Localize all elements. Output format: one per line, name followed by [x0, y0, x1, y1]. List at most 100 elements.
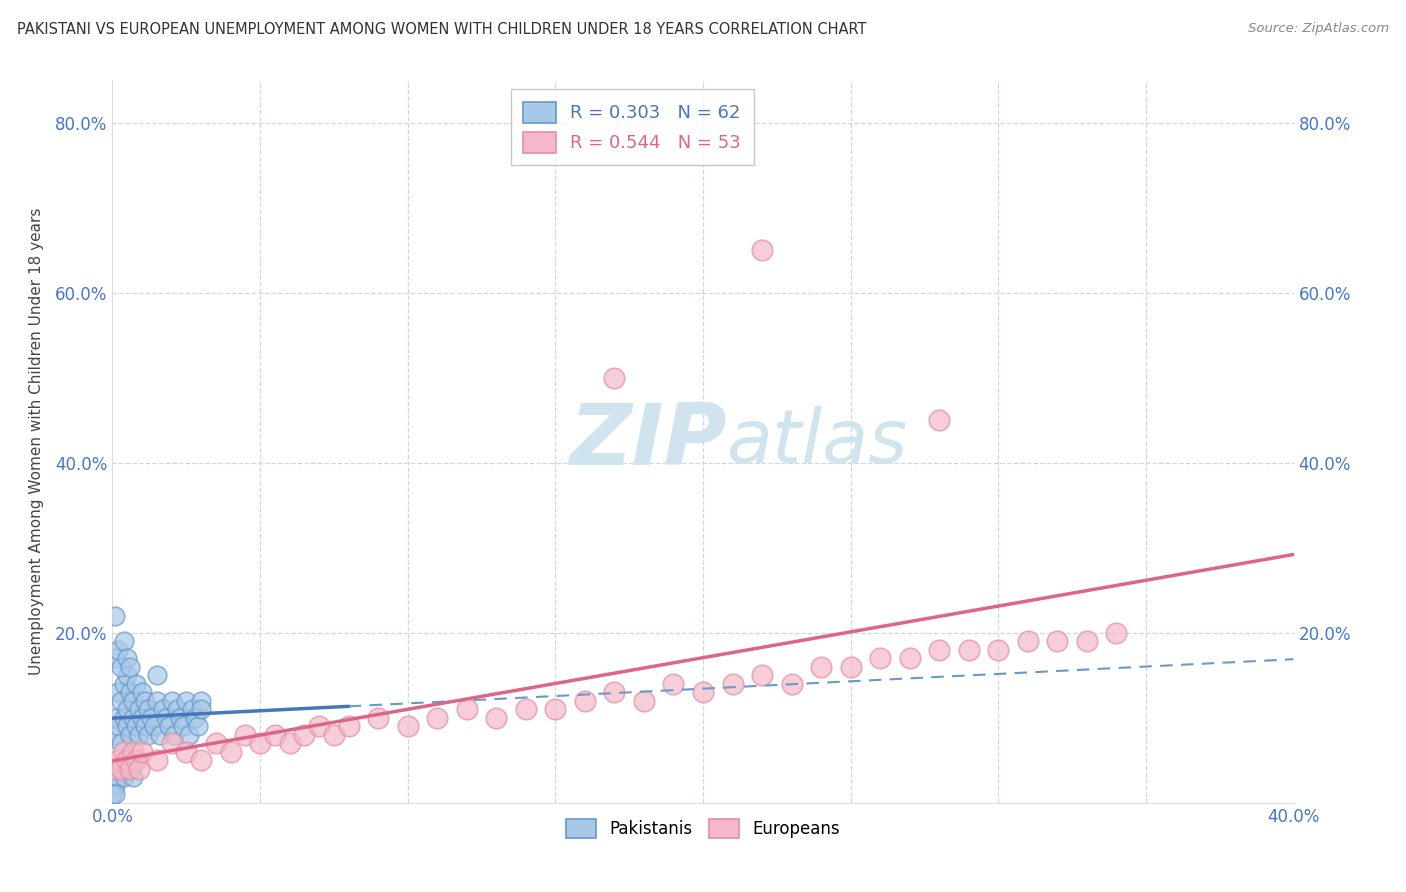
- Point: [155, 711, 177, 725]
- Point: [157, 719, 180, 733]
- Point: [169, 711, 191, 725]
- Point: [117, 753, 138, 767]
- Point: [117, 702, 138, 716]
- Point: [308, 719, 330, 733]
- Point: [174, 694, 197, 708]
- Point: [928, 642, 950, 657]
- Point: [1046, 634, 1069, 648]
- Point: [122, 770, 145, 784]
- Point: [810, 660, 832, 674]
- Point: [721, 677, 744, 691]
- Point: [160, 694, 183, 708]
- Point: [987, 642, 1010, 657]
- Point: [107, 685, 129, 699]
- Point: [172, 719, 194, 733]
- Point: [485, 711, 508, 725]
- Point: [125, 719, 148, 733]
- Point: [367, 711, 389, 725]
- Point: [134, 719, 156, 733]
- Point: [107, 719, 129, 733]
- Point: [110, 762, 132, 776]
- Point: [120, 762, 142, 776]
- Point: [120, 685, 142, 699]
- Point: [128, 728, 150, 742]
- Point: [184, 711, 207, 725]
- Point: [146, 694, 169, 708]
- Point: [131, 711, 153, 725]
- Point: [163, 728, 186, 742]
- Point: [122, 694, 145, 708]
- Point: [120, 728, 142, 742]
- Point: [692, 685, 714, 699]
- Text: Source: ZipAtlas.com: Source: ZipAtlas.com: [1249, 22, 1389, 36]
- Point: [110, 762, 132, 776]
- Point: [456, 702, 478, 716]
- Point: [136, 728, 159, 742]
- Point: [128, 762, 150, 776]
- Point: [112, 677, 135, 691]
- Point: [117, 651, 138, 665]
- Point: [146, 668, 169, 682]
- Point: [633, 694, 655, 708]
- Point: [278, 736, 301, 750]
- Point: [544, 702, 567, 716]
- Point: [898, 651, 921, 665]
- Point: [1076, 634, 1098, 648]
- Point: [603, 371, 626, 385]
- Point: [292, 728, 315, 742]
- Point: [112, 770, 135, 784]
- Point: [110, 660, 132, 674]
- Point: [187, 719, 209, 733]
- Point: [117, 668, 138, 682]
- Point: [131, 685, 153, 699]
- Text: PAKISTANI VS EUROPEAN UNEMPLOYMENT AMONG WOMEN WITH CHILDREN UNDER 18 YEARS CORR: PAKISTANI VS EUROPEAN UNEMPLOYMENT AMONG…: [17, 22, 866, 37]
- Point: [120, 762, 142, 776]
- Y-axis label: Unemployment Among Women with Children Under 18 years: Unemployment Among Women with Children U…: [30, 208, 44, 675]
- Point: [125, 753, 148, 767]
- Point: [134, 694, 156, 708]
- Point: [117, 753, 138, 767]
- Point: [125, 677, 148, 691]
- Point: [110, 736, 132, 750]
- Point: [1017, 634, 1039, 648]
- Point: [122, 745, 145, 759]
- Point: [104, 762, 127, 776]
- Point: [957, 642, 980, 657]
- Point: [780, 677, 803, 691]
- Point: [128, 702, 150, 716]
- Point: [1105, 625, 1128, 640]
- Point: [233, 728, 256, 742]
- Point: [751, 668, 773, 682]
- Point: [104, 728, 127, 742]
- Point: [515, 702, 537, 716]
- Point: [112, 634, 135, 648]
- Point: [104, 711, 127, 725]
- Point: [136, 702, 159, 716]
- Point: [112, 745, 135, 759]
- Point: [574, 694, 596, 708]
- Point: [142, 719, 165, 733]
- Point: [205, 736, 228, 750]
- Point: [112, 711, 135, 725]
- Point: [107, 753, 129, 767]
- Point: [131, 745, 153, 759]
- Text: ZIP: ZIP: [569, 400, 727, 483]
- Point: [125, 753, 148, 767]
- Point: [396, 719, 419, 733]
- Point: [603, 685, 626, 699]
- Point: [662, 677, 685, 691]
- Point: [120, 660, 142, 674]
- Point: [117, 719, 138, 733]
- Point: [149, 728, 172, 742]
- Point: [122, 711, 145, 725]
- Point: [104, 779, 127, 793]
- Point: [751, 244, 773, 258]
- Point: [190, 753, 212, 767]
- Point: [174, 745, 197, 759]
- Point: [104, 787, 127, 801]
- Point: [152, 702, 174, 716]
- Point: [264, 728, 287, 742]
- Text: atlas: atlas: [727, 406, 908, 477]
- Point: [190, 694, 212, 708]
- Point: [869, 651, 891, 665]
